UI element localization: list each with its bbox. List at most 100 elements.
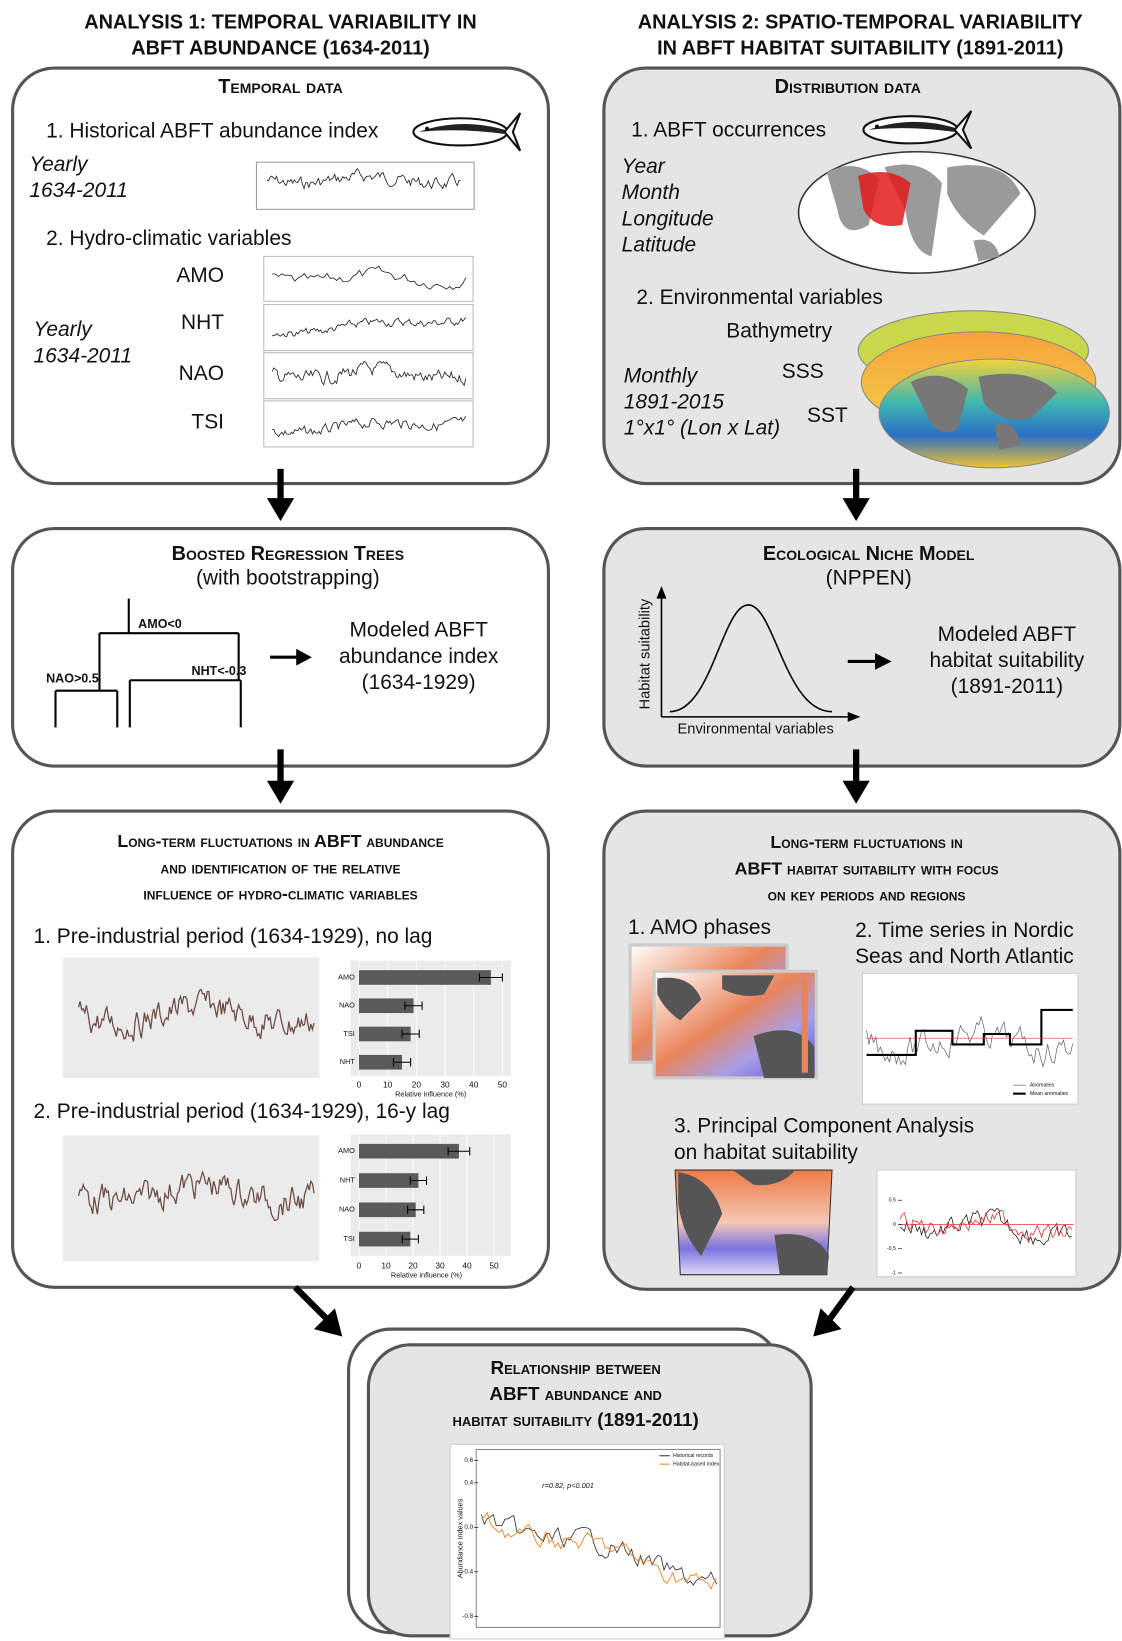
item: 2. Environmental variables [636, 286, 883, 309]
variable: NAO [179, 362, 224, 385]
box-subheading: (with bootstrapping) [196, 566, 380, 589]
box-heading: ABFT abundance and [489, 1383, 662, 1404]
category-label: NAO [339, 1205, 355, 1214]
pca-map [675, 1170, 832, 1275]
split-label: NAO>0.5 [46, 672, 99, 686]
y-tick-label: 0.4 [464, 1479, 473, 1486]
category-label: TSI [343, 1029, 354, 1038]
item: 1. Historical ABFT abundance index [46, 119, 379, 142]
legend-label: Historical records [673, 1453, 714, 1459]
period: Yearly [29, 153, 89, 176]
output: (1891-2011) [951, 675, 1063, 698]
bar [359, 1173, 418, 1188]
variable: NHT [181, 311, 224, 334]
item: 1. ABFT occurrences [631, 118, 826, 141]
output: habitat suitability [929, 649, 1084, 672]
thumbnail [63, 1136, 319, 1262]
box-heading: Boosted Regression Trees [172, 543, 404, 565]
item: 2. Hydro-climatic variables [46, 227, 291, 250]
item: Seas and North Atlantic [855, 945, 1074, 968]
bar [359, 1144, 459, 1159]
x-tick-label: 10 [381, 1261, 391, 1271]
variable: AMO [176, 264, 224, 287]
period: 1891-2015 [624, 390, 724, 413]
bar [359, 970, 491, 985]
field: Longitude [622, 207, 714, 230]
box-subheading: (NPPEN) [826, 566, 912, 589]
item: 1. AMO phases [628, 916, 771, 939]
y-tick-label: -0.5 [887, 1246, 896, 1252]
diagram: ANALYSIS 1: TEMPORAL VARIABILITY IN ABFT… [0, 0, 1122, 1641]
output: abundance index [339, 645, 499, 668]
field: Latitude [622, 233, 696, 256]
box-heading: Distribution data [775, 76, 921, 98]
y-tick-label: -1 [891, 1270, 896, 1276]
legend-label: Mean anomalies [1030, 1091, 1069, 1097]
period: 1634-2011 [29, 179, 128, 202]
period: 1634-2011 [34, 344, 132, 367]
x-tick-label: 30 [440, 1079, 450, 1089]
y-tick-label: 0.0 [464, 1524, 473, 1531]
occurrence-map [799, 152, 1036, 273]
column-title: ABFT ABUNDANCE (1634-2011) [131, 37, 430, 59]
box-heading: and identification of the relative [161, 857, 401, 877]
layer: SSS [782, 360, 824, 383]
column-title: IN ABFT HABITAT SUITABILITY (1891-2011) [657, 37, 1063, 59]
legend-label: Habitat-based index [673, 1462, 720, 1468]
x-tick-label: 50 [498, 1079, 508, 1089]
item: 2. Time series in Nordic [855, 919, 1074, 942]
layer: SST [807, 404, 848, 427]
category-label: NHT [340, 1057, 356, 1066]
box-heading: Relationship between [491, 1357, 661, 1378]
y-tick-label: 0.6 [464, 1457, 473, 1464]
category-label: NHT [340, 1175, 356, 1184]
axis-label: Environmental variables [678, 721, 834, 737]
output: Modeled ABFT [938, 623, 1077, 646]
category-label: AMO [338, 972, 355, 981]
panel-title: 2. Pre-industrial period (1634-1929), 16… [34, 1100, 450, 1123]
x-tick-label: 0 [357, 1079, 362, 1089]
annotation: r=0.82, p<0.001 [542, 1481, 594, 1490]
box-heading: ABFT habitat suitability with focus [735, 858, 999, 878]
amo-maps [630, 945, 816, 1078]
x-tick-label: 0 [357, 1261, 362, 1271]
period: 1°x1° (Lon x Lat) [624, 417, 780, 440]
x-tick-label: 40 [462, 1261, 472, 1271]
x-tick-label: 30 [435, 1261, 445, 1271]
box-heading: Long-term fluctuations in [770, 832, 962, 852]
column-title: ANALYSIS 1: TEMPORAL VARIABILITY IN [84, 11, 476, 33]
x-tick-label: 40 [469, 1079, 479, 1089]
split-label: NHT<-0.3 [192, 664, 247, 678]
box-heading: Ecological Niche Model [763, 543, 975, 565]
x-tick-label: 20 [412, 1079, 422, 1089]
field: Year [622, 155, 666, 178]
y-tick-label: -0.4 [462, 1568, 473, 1575]
box-heading: influence of hydro-climatic variables [143, 884, 417, 904]
item: on habitat suitability [674, 1141, 858, 1164]
x-tick-label: 50 [489, 1261, 499, 1271]
item: 3. Principal Component Analysis [674, 1115, 974, 1138]
axis-label: Abundance index values [455, 1498, 464, 1578]
x-tick-label: 20 [408, 1261, 418, 1271]
box-heading: habitat suitability (1891-2011) [452, 1409, 698, 1430]
output: (1634-1929) [362, 671, 476, 694]
box-heading: on key periods and regions [768, 885, 966, 905]
split-label: AMO<0 [138, 617, 182, 631]
category-label: NAO [339, 1001, 355, 1010]
axis-label: Habitat suitability [638, 598, 654, 709]
box-heading: Temporal data [218, 76, 342, 98]
x-tick-label: 10 [383, 1079, 393, 1089]
category-label: TSI [343, 1234, 354, 1243]
period: Yearly [34, 318, 94, 341]
column-title: ANALYSIS 2: SPATIO-TEMPORAL VARIABILITY [638, 11, 1083, 33]
variable: TSI [191, 410, 224, 433]
y-tick-label: 0 [893, 1222, 896, 1228]
legend-label: Anomalies [1030, 1083, 1055, 1089]
output: Modeled ABFT [349, 619, 488, 642]
axis-label: Relative influence (%) [391, 1271, 462, 1280]
layer: Bathymetry [726, 319, 832, 342]
panel-title: 1. Pre-industrial period (1634-1929), no… [34, 925, 433, 948]
field: Month [622, 181, 680, 204]
period: Monthly [624, 364, 699, 387]
category-label: AMO [338, 1146, 355, 1155]
